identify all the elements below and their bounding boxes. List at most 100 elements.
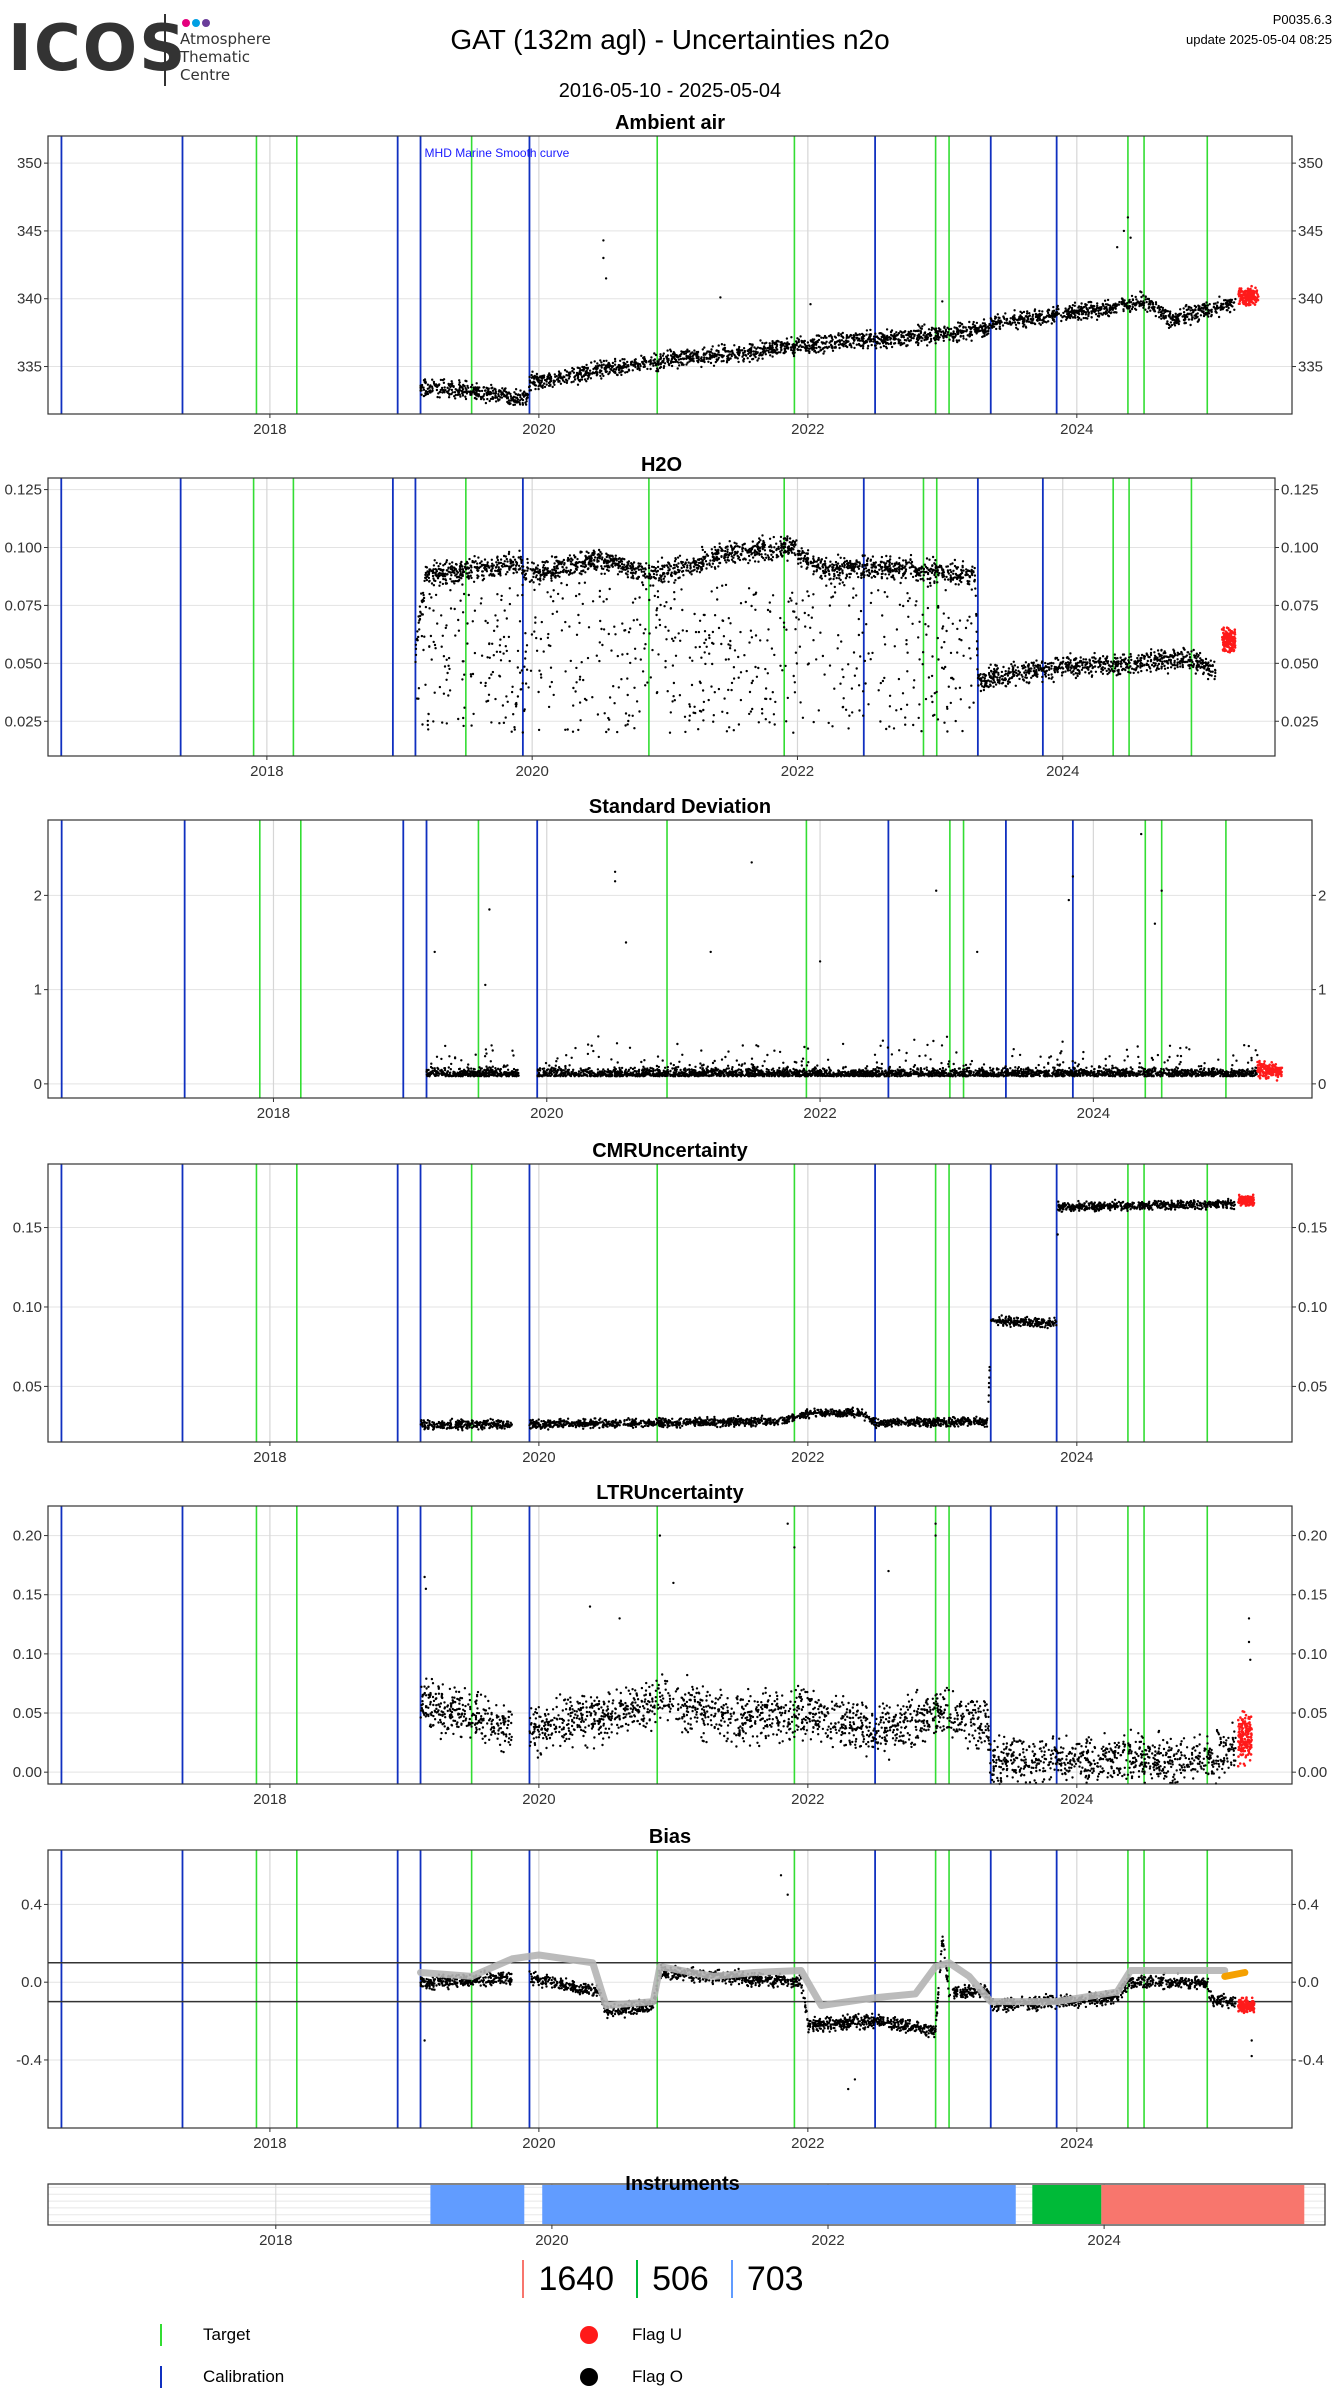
y-tick-label: 0.20: [13, 1528, 42, 1545]
y-tick-label: 2: [34, 887, 42, 904]
y-tick-label: 0.050: [1281, 655, 1319, 672]
y-tick-label: 0.00: [13, 1764, 42, 1781]
x-tick-label: 2020: [522, 421, 555, 438]
y-tick-label: 0.0: [21, 1974, 42, 1991]
x-tick-label: 2018: [259, 2232, 292, 2249]
y-tick-label: 0.05: [1298, 1705, 1327, 1722]
icos-logo: ICOS Atmosphere Thematic Centre: [8, 10, 298, 90]
x-tick-label: 2018: [253, 1791, 286, 1808]
x-tick-label: 2020: [535, 2232, 568, 2249]
x-tick-label: 2018: [250, 763, 283, 780]
y-tick-label: 340: [1298, 291, 1323, 308]
y-tick-label: 0.20: [1298, 1528, 1327, 1545]
y-tick-label: 345: [1298, 223, 1323, 240]
flag-u-points: [1236, 1709, 1253, 1768]
y-tick-label: 0.05: [1298, 1378, 1327, 1395]
x-tick-label: 2018: [253, 421, 286, 438]
x-tick-label: 2018: [253, 1449, 286, 1466]
y-tick-label: -0.4: [1298, 2052, 1324, 2069]
plot-frame: [47, 819, 1313, 1099]
instrument-count-506: 506: [636, 2260, 723, 2298]
x-tick-label: 2018: [253, 2135, 286, 2152]
y-tick-label: 0: [34, 1076, 42, 1093]
instrument-count-703: 703: [730, 2260, 818, 2298]
flag-o-legend-label: Flag O: [632, 2367, 684, 2386]
flag-o-points: [419, 1522, 1252, 1786]
panel-title: Ambient air: [615, 112, 725, 134]
x-tick-label: 2020: [522, 1791, 555, 1808]
y-tick-label: 1: [1318, 982, 1326, 999]
instrument-segment: [542, 2185, 1016, 2224]
panel-title: Standard Deviation: [589, 796, 771, 818]
y-tick-label: 0.05: [13, 1378, 42, 1395]
x-tick-label: 2024: [1060, 421, 1093, 438]
plot-frame: [47, 477, 1276, 757]
flag-u-points: [1237, 1193, 1256, 1207]
x-tick-label: 2018: [257, 1105, 290, 1122]
y-tick-label: 0.00: [1298, 1764, 1327, 1781]
y-tick-label: 0.05: [13, 1705, 42, 1722]
y-tick-label: 1: [34, 982, 42, 999]
instrument-count-1640: 1640: [522, 2260, 628, 2298]
x-tick-label: 2022: [791, 421, 824, 438]
flag-u-points: [1256, 1059, 1284, 1082]
x-tick-label: 2024: [1087, 2232, 1120, 2249]
y-tick-label: 0.050: [4, 655, 42, 672]
y-tick-label: 335: [1298, 359, 1323, 376]
x-tick-label: 2022: [811, 2232, 844, 2249]
plot-frame: [47, 135, 1293, 415]
y-tick-label: 0.4: [1298, 1896, 1319, 1913]
flag-u-legend-dot: [580, 2326, 598, 2344]
calibration-legend-label: Calibration: [203, 2367, 285, 2386]
logo-dot: [202, 19, 210, 27]
plot-background: [48, 136, 1292, 414]
x-tick-label: 2020: [522, 1449, 555, 1466]
y-tick-label: 0.4: [21, 1896, 42, 1913]
y-tick-label: 0.025: [1281, 713, 1319, 730]
y-tick-label: 345: [17, 223, 42, 240]
y-tick-label: 350: [17, 155, 42, 172]
y-tick-label: 350: [1298, 155, 1323, 172]
update-timestamp: update 2025-05-04 08:25: [1185, 32, 1332, 47]
instruments-title: Instruments: [625, 2173, 739, 2195]
x-tick-label: 2020: [530, 1105, 563, 1122]
panel-annotation: MHD Marine Smooth curve: [425, 146, 570, 160]
x-tick-label: 2022: [781, 763, 814, 780]
x-tick-label: 2024: [1046, 763, 1079, 780]
target-legend-label: Target: [203, 2325, 251, 2344]
x-tick-label: 2022: [791, 2135, 824, 2152]
y-tick-label: 0.100: [1281, 540, 1319, 557]
y-tick-label: 0.075: [4, 597, 42, 614]
logo-divider: [164, 14, 166, 86]
y-tick-label: 0.10: [13, 1299, 42, 1316]
x-tick-label: 2024: [1077, 1105, 1110, 1122]
instrument-counts: 1640 506 703: [0, 2260, 1340, 2299]
x-tick-label: 2022: [791, 1449, 824, 1466]
y-tick-label: 0.15: [1298, 1220, 1327, 1237]
plot-background: [48, 820, 1312, 1098]
version-label: P0035.6.3: [1272, 12, 1332, 27]
logo-line-2: Thematic: [180, 48, 250, 66]
y-tick-label: 0.125: [4, 482, 42, 499]
y-tick-label: 0.100: [4, 540, 42, 557]
x-tick-label: 2020: [515, 763, 548, 780]
logo-line-3: Centre: [180, 66, 231, 84]
y-tick-label: 0.10: [13, 1646, 42, 1663]
y-tick-label: 0.125: [1281, 482, 1319, 499]
plot-frame: [47, 1505, 1293, 1785]
flag-o-legend-dot: [580, 2368, 598, 2386]
logo-line-1: Atmosphere: [180, 30, 271, 48]
flag-u-points: [1236, 1996, 1256, 2015]
target-legend-line: [160, 2324, 162, 2346]
date-range: 2016-05-10 - 2025-05-04: [558, 80, 782, 102]
smooth-curve: [417, 1951, 1229, 2009]
panel-title: LTRUncertainty: [596, 1482, 744, 1504]
panel-title: Bias: [649, 1826, 691, 1848]
y-tick-label: -0.4: [16, 2052, 42, 2069]
x-tick-label: 2024: [1060, 1449, 1093, 1466]
flag-u-legend-label: Flag U: [632, 2325, 683, 2344]
logo-dots: [182, 14, 212, 32]
y-tick-label: 0.15: [13, 1587, 42, 1604]
x-tick-label: 2022: [791, 1791, 824, 1808]
plot-background: [48, 1850, 1292, 2128]
